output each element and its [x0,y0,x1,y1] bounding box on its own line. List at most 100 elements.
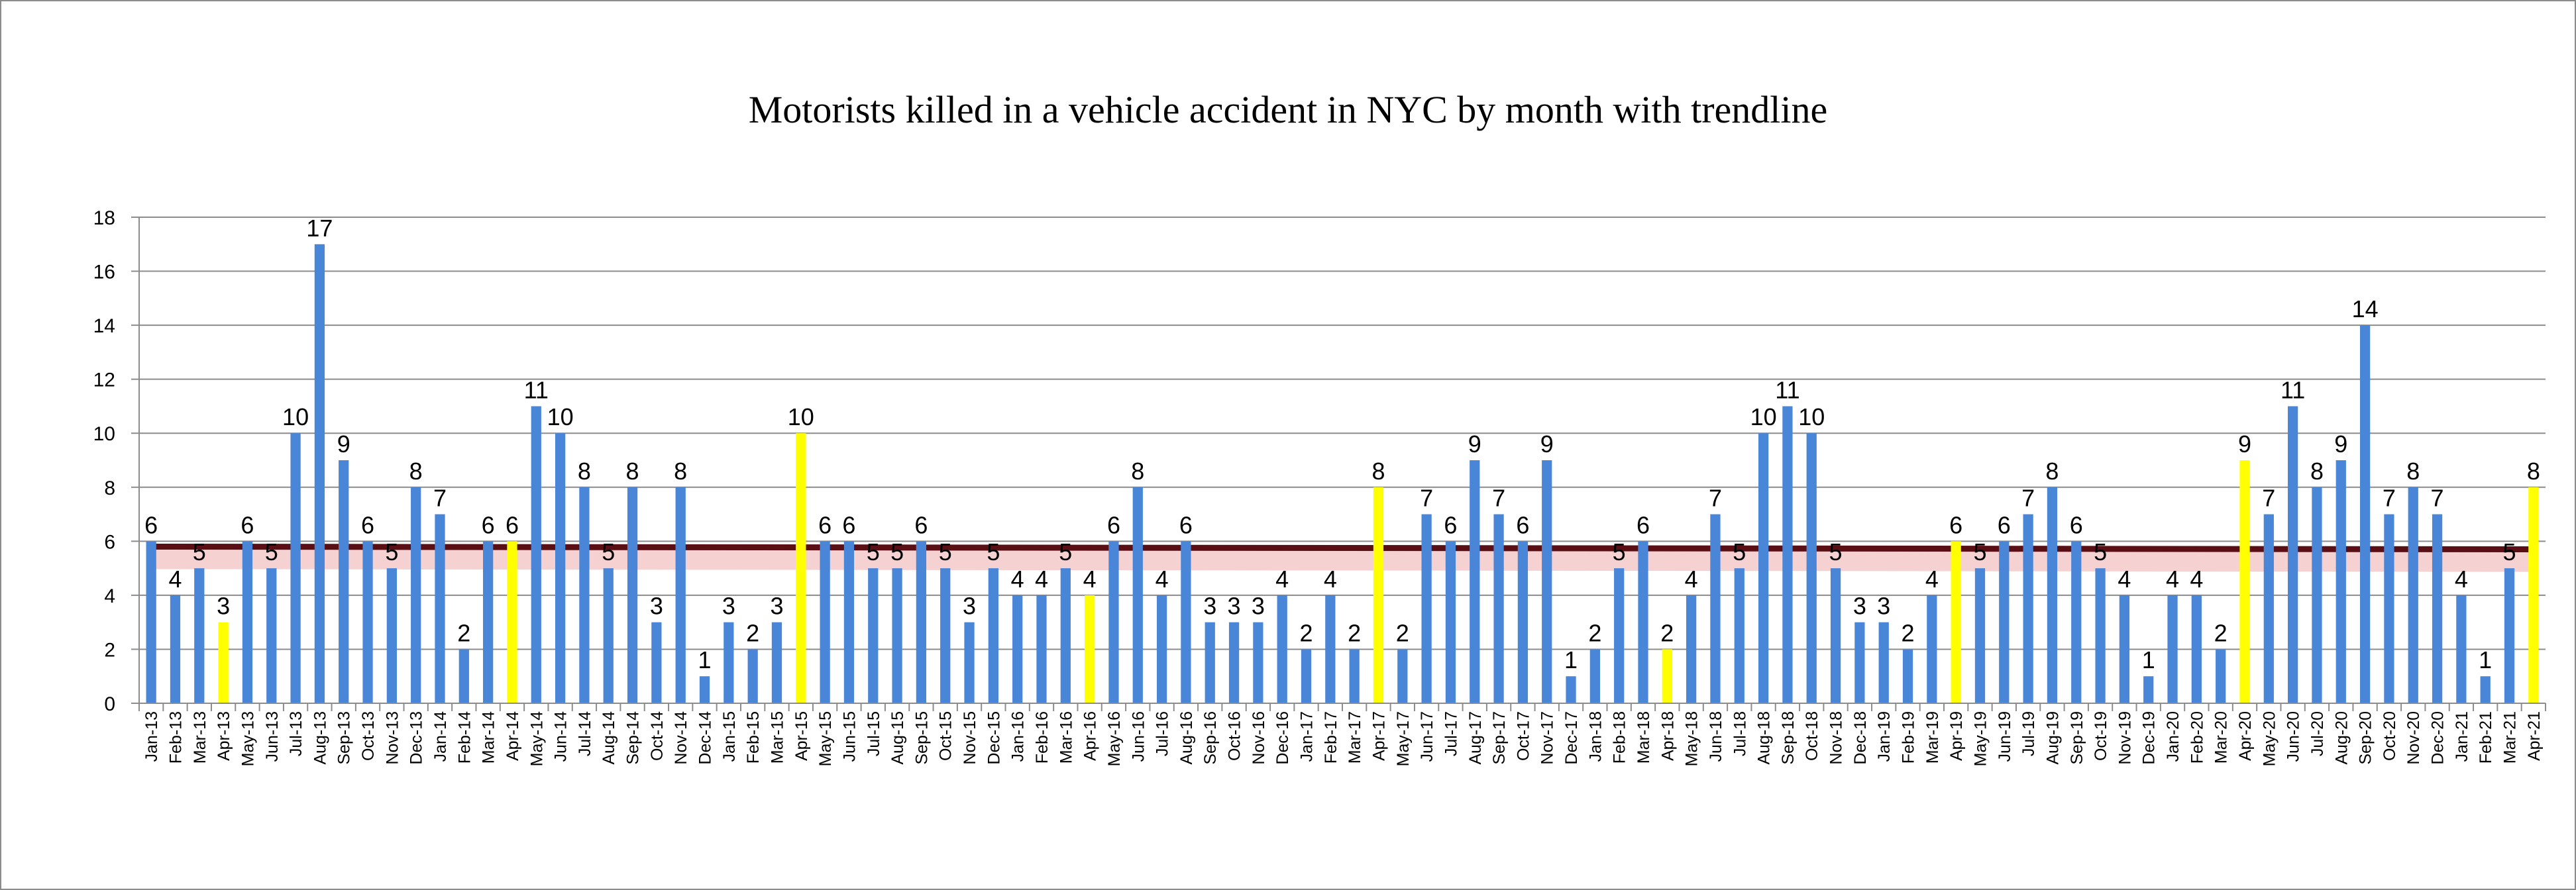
x-tick-label: Apr-17 [1369,711,1388,761]
data-label: 2 [1902,619,1915,646]
bar [555,433,566,703]
data-label: 8 [2310,458,2324,485]
data-label: 6 [818,511,832,538]
data-label: 3 [1853,593,1866,620]
x-tick-label: Aug-18 [1755,711,1774,765]
x-tick-label: Jun-18 [1707,711,1725,762]
bar [579,487,590,703]
x-tick-label: Aug-17 [1466,711,1485,765]
x-tick-label: Dec-20 [2429,711,2447,765]
x-tick-label: Jun-20 [2284,711,2303,762]
bar [916,541,927,703]
x-tick-label: Oct-14 [648,711,667,761]
x-tick-label: Dec-16 [1273,711,1292,765]
bar [1806,433,1817,703]
x-tick-label: Apr-21 [2525,711,2544,761]
x-tick-label: Dec-18 [1851,711,1870,765]
bar [1036,595,1047,703]
trendline-line [151,543,2534,553]
bar [290,433,301,703]
data-label: 3 [770,593,783,620]
data-label: 8 [674,458,687,485]
x-tick-label: May-18 [1683,711,1701,766]
bar [964,622,975,703]
x-tick-label: Mar-14 [480,711,498,764]
bar [2288,406,2298,703]
data-label: 8 [1371,458,1385,485]
bars [146,244,2539,704]
x-tick-label: Sep-13 [335,711,354,765]
bar [1782,406,1793,703]
x-tick-label: Sep-14 [624,711,643,765]
data-label: 9 [2238,430,2251,458]
x-tick-label: Jan-15 [720,711,739,762]
bar [1854,622,1865,703]
bar [435,514,445,703]
data-label: 8 [409,458,423,485]
data-label: 5 [890,538,904,566]
x-tick-label: Nov-13 [383,711,402,765]
data-label: 5 [867,538,880,566]
x-tick-label: May-20 [2260,711,2279,766]
x-tick-label: Jun-17 [1418,711,1436,762]
x-tick-label: Aug-16 [1177,711,1196,765]
data-label: 8 [578,458,591,485]
x-tick-label: Jan-18 [1586,711,1605,762]
y-tick-label: 12 [93,370,115,391]
x-tick-label: Sep-18 [1779,711,1798,765]
x-tick-label: Jul-14 [576,711,594,756]
data-label: 4 [1685,566,1698,593]
bar [1301,649,1312,703]
y-tick-label: 18 [93,207,115,229]
x-tick-label: Jan-21 [2453,711,2471,762]
data-label: 2 [1660,619,1674,646]
bar [2384,514,2394,703]
y-tick-label: 14 [93,315,115,337]
bar [627,487,638,703]
x-tick-label: Aug-14 [600,711,618,765]
x-tick-label: Jul-19 [2019,711,2038,756]
bar [1012,595,1023,703]
x-tick-label: May-13 [239,711,257,766]
x-tick-label: Feb-21 [2477,711,2495,764]
data-label: 9 [1468,430,1481,458]
bar [1373,487,1384,703]
x-tick-label: Jun-16 [1129,711,1148,762]
x-tick-label: Mar-21 [2501,711,2520,764]
data-label: 5 [1733,538,1746,566]
gridlines [139,217,2546,650]
bar [1181,541,1191,703]
bar [146,541,156,703]
x-tick-label: Jun-14 [552,711,570,762]
x-tick-label: Mar-20 [2212,711,2231,764]
data-label: 8 [1131,458,1144,485]
x-tick-label: Dec-17 [1562,711,1581,765]
bar [1589,649,1600,703]
data-label: 5 [1973,538,1986,566]
data-label: 6 [1998,511,2011,538]
x-tick-label: Jan-13 [142,711,161,762]
x-tick-label: Dec-19 [2140,711,2159,765]
x-tick-label: Aug-20 [2332,711,2351,765]
bar [2023,514,2033,703]
data-label: 10 [547,403,574,430]
x-tick-label: Oct-19 [2092,711,2110,761]
bar [1108,541,1119,703]
x-tick-label: Oct-16 [1226,711,1244,761]
data-label: 5 [1613,538,1626,566]
bar [1830,568,1841,703]
data-label: 6 [361,511,374,538]
data-label: 8 [2406,458,2420,485]
bar [1927,595,1937,703]
data-label: 2 [746,619,759,646]
bar [2216,649,2226,703]
data-label: 5 [1829,538,1843,566]
x-tick-label: Mar-17 [1346,711,1364,764]
data-label: 3 [1252,593,1265,620]
data-label: 1 [2142,646,2155,673]
bar [1974,568,1986,703]
data-label: 4 [168,566,182,593]
